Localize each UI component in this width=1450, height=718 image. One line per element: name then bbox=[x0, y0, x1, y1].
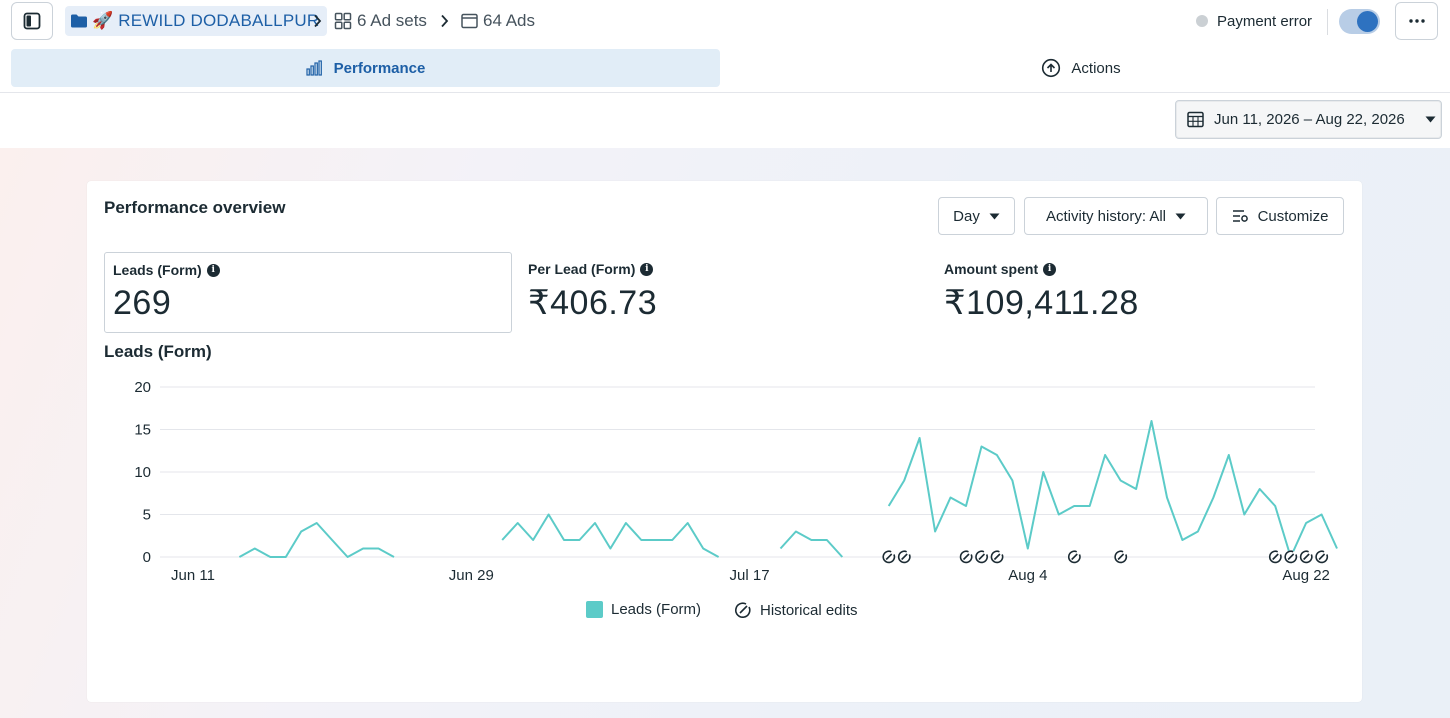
performance-overview-card: Performance overview Day Activity histor… bbox=[87, 181, 1362, 702]
arrow-up-circle-icon bbox=[1042, 58, 1061, 78]
leads-line-chart: 0 5 10 15 20 Jun 11 Jun 29 Jul 17 Aug 4 Aug 22 bbox=[134, 379, 1338, 584]
tab-performance-label: Performance bbox=[333, 59, 426, 77]
historical-edit-marker[interactable] bbox=[1067, 550, 1081, 564]
activity-history-dropdown[interactable]: Activity history: All bbox=[1024, 197, 1208, 235]
sidebar-panel-icon bbox=[23, 12, 41, 30]
breadcrumb-ads[interactable]: 64 Ads bbox=[461, 6, 535, 36]
historical-edit-marker[interactable] bbox=[990, 550, 1004, 564]
sidebar-toggle-button[interactable] bbox=[11, 2, 53, 40]
folder-icon bbox=[71, 14, 87, 28]
date-range-label: Jun 11, 2026 – Aug 22, 2026 bbox=[1214, 111, 1405, 128]
metric-amount-spent[interactable]: Amount spent i ₹109,411.28 bbox=[936, 252, 1336, 333]
toggle-knob bbox=[1357, 11, 1378, 32]
ad-frame-icon bbox=[461, 13, 478, 29]
granularity-label: Day bbox=[953, 207, 980, 225]
calendar-icon bbox=[1187, 111, 1204, 128]
bar-chart-icon bbox=[306, 60, 322, 76]
granularity-dropdown[interactable]: Day bbox=[938, 197, 1015, 235]
date-range-picker[interactable]: Jun 11, 2026 – Aug 22, 2026 bbox=[1175, 100, 1442, 139]
historical-edit-marker[interactable] bbox=[1315, 550, 1329, 564]
x-tick-label: Jun 29 bbox=[449, 567, 494, 584]
metric-per-lead-label: Per Lead (Form) bbox=[528, 261, 636, 277]
info-icon[interactable]: i bbox=[1043, 262, 1057, 276]
chevron-right-icon bbox=[311, 12, 323, 30]
metric-per-lead-value: ₹406.73 bbox=[528, 284, 658, 322]
breadcrumb-adsets-label: 6 Ad sets bbox=[357, 11, 427, 30]
campaign-toggle[interactable] bbox=[1339, 9, 1380, 34]
customize-button[interactable]: Customize bbox=[1216, 197, 1344, 235]
customize-label: Customize bbox=[1257, 207, 1329, 225]
status-label: Payment error bbox=[1217, 12, 1313, 30]
tab-actions-label: Actions bbox=[1071, 59, 1121, 77]
activity-history-label: Activity history: All bbox=[1045, 207, 1167, 225]
series-line-leads bbox=[238, 522, 395, 558]
grid-icon bbox=[334, 12, 352, 30]
tab-performance[interactable]: Performance bbox=[11, 49, 720, 87]
info-icon[interactable]: i bbox=[206, 263, 220, 277]
top-bar: 🚀 REWILD DODABALLPUR 6 Ad sets 64 Ads Pa… bbox=[0, 0, 1450, 44]
x-tick-label: Aug 4 bbox=[1008, 567, 1047, 584]
y-tick-label: 0 bbox=[143, 549, 151, 566]
historical-edit-marker[interactable] bbox=[1299, 550, 1313, 564]
edit-gauge-icon bbox=[735, 602, 751, 618]
metric-leads-value: 269 bbox=[113, 284, 172, 322]
breadcrumb-ads-label: 64 Ads bbox=[483, 11, 535, 30]
historical-edit-marker[interactable] bbox=[974, 550, 988, 564]
caret-down-icon bbox=[1425, 116, 1436, 123]
x-tick-label: Aug 22 bbox=[1282, 567, 1330, 584]
historical-edit-marker[interactable] bbox=[959, 550, 973, 564]
more-options-button[interactable] bbox=[1395, 2, 1438, 40]
info-icon[interactable]: i bbox=[640, 262, 654, 276]
legend-edits-label: Historical edits bbox=[760, 601, 858, 619]
historical-edit-marker[interactable] bbox=[1114, 550, 1128, 564]
metric-amount-spent-value: ₹109,411.28 bbox=[944, 284, 1139, 322]
historical-edit-marker[interactable] bbox=[897, 550, 911, 564]
series-line-leads bbox=[779, 530, 844, 558]
metric-amount-spent-label: Amount spent bbox=[944, 261, 1039, 277]
delivery-status: Payment error bbox=[1196, 6, 1312, 36]
y-tick-label: 5 bbox=[143, 507, 151, 524]
y-tick-label: 15 bbox=[134, 422, 151, 439]
caret-down-icon bbox=[989, 213, 1000, 219]
chart-title: Leads (Form) bbox=[104, 342, 212, 361]
y-tick-label: 10 bbox=[134, 464, 151, 481]
breadcrumb-campaign-label: 🚀 REWILD DODABALLPUR bbox=[92, 11, 320, 30]
legend-leads-label: Leads (Form) bbox=[611, 601, 702, 618]
caret-down-icon bbox=[1175, 213, 1186, 219]
historical-edit-marker[interactable] bbox=[882, 550, 896, 564]
historical-edit-marker[interactable] bbox=[1268, 550, 1282, 564]
breadcrumb-campaign[interactable]: 🚀 REWILD DODABALLPUR bbox=[65, 6, 328, 36]
y-tick-label: 20 bbox=[134, 379, 151, 396]
card-title: Performance overview bbox=[104, 198, 286, 217]
metric-leads[interactable]: Leads (Form) i 269 bbox=[104, 252, 512, 333]
legend-swatch bbox=[586, 601, 603, 618]
x-tick-label: Jul 17 bbox=[730, 567, 770, 584]
tab-actions[interactable]: Actions bbox=[723, 49, 1439, 87]
tabs-divider bbox=[0, 92, 1450, 93]
status-dot-icon bbox=[1196, 15, 1208, 27]
series-line-leads bbox=[887, 420, 1338, 558]
more-horizontal-icon bbox=[1408, 19, 1425, 23]
breadcrumb-adsets[interactable]: 6 Ad sets bbox=[334, 6, 427, 36]
chevron-right-icon bbox=[438, 12, 450, 30]
series-line-leads bbox=[501, 513, 720, 558]
historical-edit-marker[interactable] bbox=[1284, 550, 1298, 564]
divider bbox=[1327, 9, 1328, 35]
metric-per-lead[interactable]: Per Lead (Form) i ₹406.73 bbox=[520, 252, 920, 333]
legend-item-historical-edits[interactable]: Historical edits bbox=[734, 601, 858, 619]
x-tick-label: Jun 11 bbox=[171, 567, 215, 584]
settings-list-icon bbox=[1232, 210, 1248, 222]
metric-leads-label: Leads (Form) bbox=[113, 262, 202, 278]
legend-item-leads[interactable]: Leads (Form) bbox=[586, 601, 701, 618]
